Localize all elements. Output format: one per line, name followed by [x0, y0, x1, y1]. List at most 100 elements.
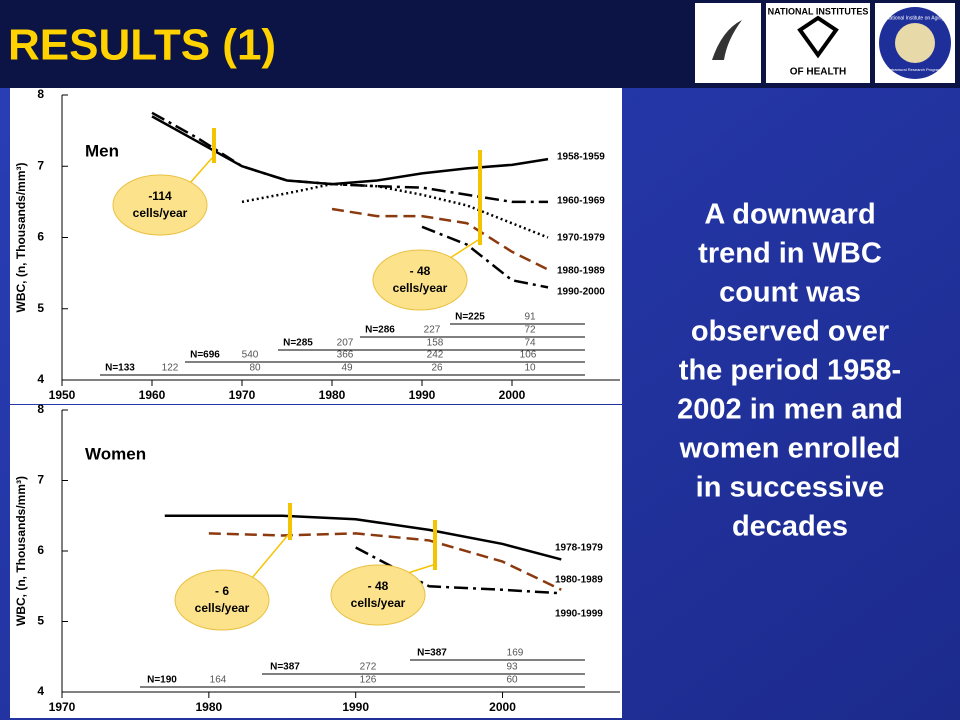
annotation-bar: [212, 128, 216, 163]
n-count: 169: [507, 648, 524, 659]
n-count: 126: [360, 675, 377, 686]
women-panel: [10, 405, 622, 718]
n-count: 164: [210, 675, 227, 686]
body-line: women enrolled: [679, 433, 901, 465]
nih-emblem: [797, 15, 839, 59]
y-tick-label: 5: [37, 614, 44, 628]
n-count: 158: [427, 338, 444, 349]
y-tick-label: 7: [37, 473, 44, 487]
n-label: N=190: [147, 675, 177, 686]
n-label: N=225: [455, 312, 485, 323]
series-label: 1980-1989: [557, 266, 605, 277]
body-line: decades: [732, 511, 848, 543]
n-label: N=286: [365, 325, 395, 336]
annotation-text: cells/year: [133, 206, 188, 220]
x-tick-label: 1990: [409, 388, 436, 402]
n-count: 106: [520, 350, 537, 361]
n-count: 74: [524, 338, 536, 349]
n-count: 10: [524, 363, 536, 374]
y-axis-label: WBC, (n, Thousands/mm³): [14, 476, 28, 626]
y-tick-label: 5: [37, 301, 44, 315]
y-tick-label: 8: [37, 402, 44, 416]
annotation-bar: [288, 503, 292, 540]
series-label: 1980-1989: [555, 575, 603, 586]
y-tick-label: 7: [37, 158, 44, 172]
annotation-arrow: [407, 564, 434, 574]
series-line: [331, 207, 549, 271]
annotation-bar: [478, 150, 482, 245]
n-count: 227: [424, 325, 441, 336]
n-count: 366: [337, 350, 354, 361]
series-label: 1958-1959: [557, 152, 605, 163]
body-line: observed over: [691, 316, 889, 348]
annotation-text: - 6: [215, 584, 229, 598]
series-label: 1970-1979: [557, 233, 605, 244]
n-count: 91: [524, 312, 536, 323]
series-label: 1960-1969: [557, 196, 605, 207]
men-panel: [10, 88, 622, 404]
n-label: N=285: [283, 338, 313, 349]
y-tick-label: 6: [37, 230, 44, 244]
y-tick-label: 6: [37, 543, 44, 557]
y-tick-label: 4: [37, 684, 44, 698]
body-line: A downward: [704, 199, 875, 231]
body-line: in successive: [696, 472, 885, 504]
n-count: 80: [249, 363, 261, 374]
n-count: 49: [341, 363, 353, 374]
n-label: N=387: [270, 662, 300, 673]
n-label: N=133: [105, 363, 135, 374]
n-count: 242: [427, 350, 444, 361]
y-tick-label: 8: [37, 87, 44, 101]
panel-title: Women: [85, 444, 146, 463]
annotation-text: - 48: [410, 264, 431, 278]
slide-title: RESULTS (1): [8, 21, 276, 70]
x-tick-label: 2000: [489, 700, 516, 714]
nia-text: National Institute on Aging: [886, 15, 944, 21]
annotation-text: cells/year: [195, 601, 250, 615]
n-count: 207: [337, 338, 354, 349]
nih-text: NATIONAL INSTITUTES: [768, 6, 869, 16]
body-line: the period 1958-: [679, 355, 901, 387]
annotation-arrow: [189, 157, 213, 184]
annotation-text: cells/year: [393, 281, 448, 295]
series-line: [208, 532, 562, 591]
x-tick-label: 1980: [319, 388, 346, 402]
y-axis-label: WBC, (n, Thousands/mm³): [14, 163, 28, 313]
series-label: 1978-1979: [555, 543, 603, 554]
body-line: count was: [719, 277, 861, 309]
x-tick-label: 1950: [49, 388, 76, 402]
x-tick-label: 1970: [229, 388, 256, 402]
annotation-text: cells/year: [351, 596, 406, 610]
y-tick-label: 4: [37, 372, 44, 386]
n-count: 122: [162, 363, 179, 374]
body-line: 2002 in men and: [677, 394, 903, 426]
n-count: 272: [360, 662, 377, 673]
nih-text: OF HEALTH: [790, 67, 846, 78]
nia-text: Intramural Research Program: [889, 67, 942, 72]
panel-title: Men: [85, 141, 119, 160]
n-label: N=696: [190, 350, 220, 361]
hhs-eagle: [712, 20, 742, 60]
n-count: 72: [524, 325, 536, 336]
x-tick-label: 1980: [195, 700, 222, 714]
n-count: 60: [506, 675, 518, 686]
series-label: 1990-1999: [555, 609, 603, 620]
annotation-bubble: [330, 564, 426, 626]
n-count: 540: [242, 350, 259, 361]
annotation-text: - 48: [368, 579, 389, 593]
body-line: trend in WBC: [698, 238, 882, 270]
annotation-bubble: [174, 569, 270, 631]
series-line: [151, 111, 548, 204]
annotation-bar: [433, 520, 437, 570]
annotation-bubble: [112, 174, 208, 236]
annotation-bubble: [372, 249, 468, 311]
series-line: [355, 546, 562, 595]
body-text: A downward trend in WBC count was observed …: [677, 199, 903, 543]
annotation-arrow: [449, 239, 479, 259]
series-line: [164, 514, 562, 561]
series-line: [151, 115, 549, 186]
nia-center: [895, 23, 935, 63]
n-label: N=387: [417, 648, 447, 659]
n-count: 26: [431, 363, 443, 374]
